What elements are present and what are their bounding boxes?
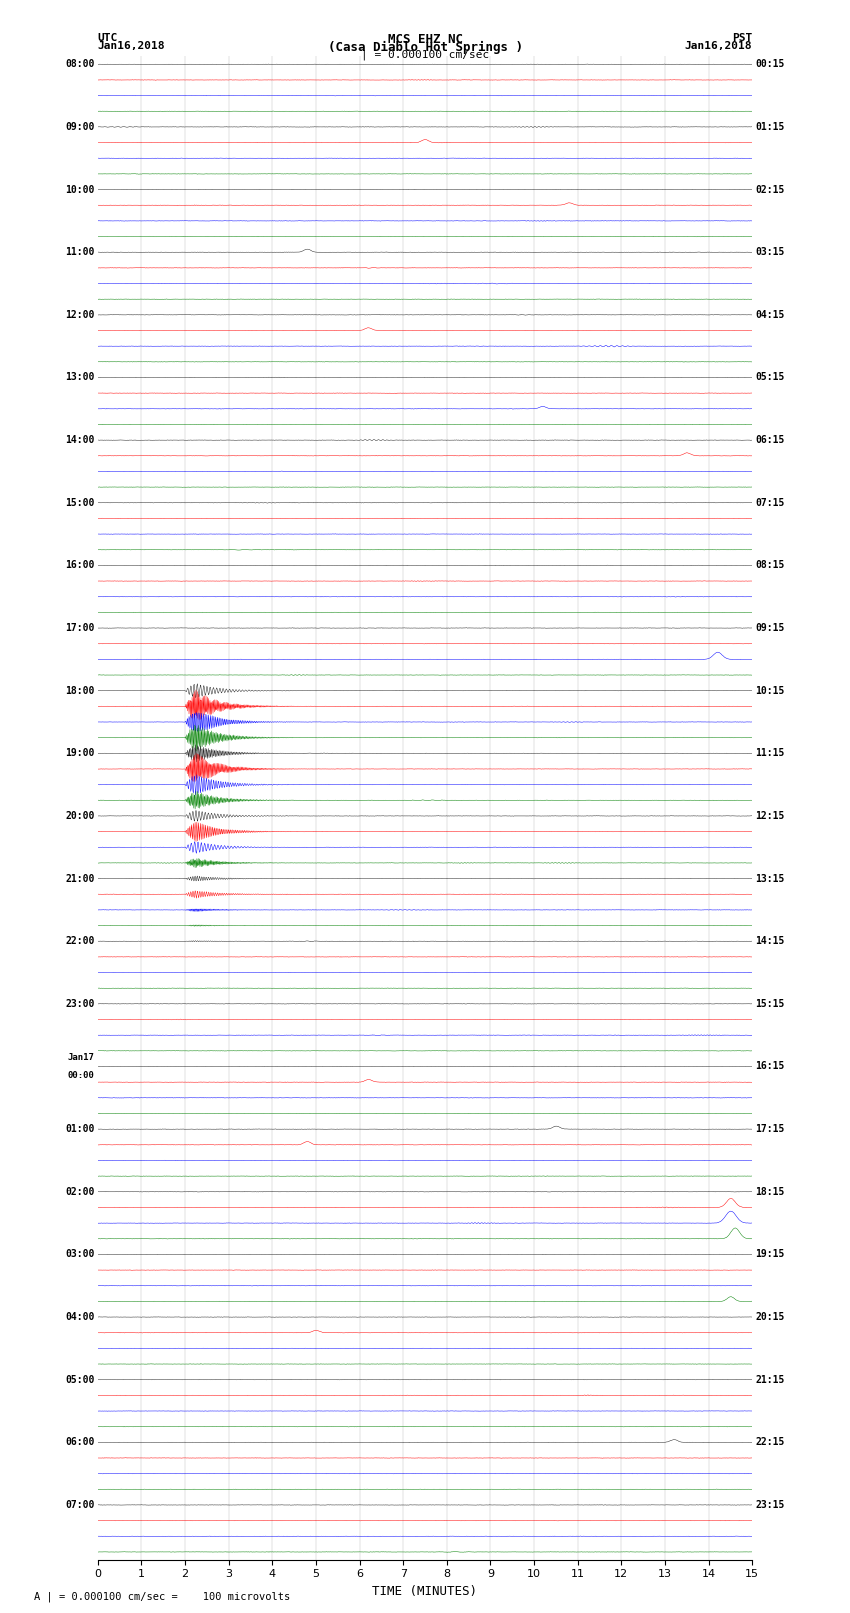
Text: 13:15: 13:15 xyxy=(756,874,785,884)
Text: 15:00: 15:00 xyxy=(65,498,94,508)
Text: 06:15: 06:15 xyxy=(756,436,785,445)
Text: 02:15: 02:15 xyxy=(756,184,785,195)
Text: 03:15: 03:15 xyxy=(756,247,785,256)
Text: 00:00: 00:00 xyxy=(68,1071,94,1081)
Text: (Casa Diablo Hot Springs ): (Casa Diablo Hot Springs ) xyxy=(327,40,523,55)
Text: 16:15: 16:15 xyxy=(756,1061,785,1071)
Text: Jan16,2018: Jan16,2018 xyxy=(685,40,752,52)
Text: 16:00: 16:00 xyxy=(65,560,94,571)
Text: 19:15: 19:15 xyxy=(756,1250,785,1260)
Text: 08:00: 08:00 xyxy=(65,60,94,69)
Text: 12:15: 12:15 xyxy=(756,811,785,821)
Text: 22:15: 22:15 xyxy=(756,1437,785,1447)
Text: A | = 0.000100 cm/sec =    100 microvolts: A | = 0.000100 cm/sec = 100 microvolts xyxy=(34,1590,290,1602)
Text: 17:15: 17:15 xyxy=(756,1124,785,1134)
Text: 21:15: 21:15 xyxy=(756,1374,785,1384)
Text: 18:15: 18:15 xyxy=(756,1187,785,1197)
Text: 17:00: 17:00 xyxy=(65,623,94,632)
Text: | = 0.000100 cm/sec: | = 0.000100 cm/sec xyxy=(361,50,489,60)
Text: 20:00: 20:00 xyxy=(65,811,94,821)
Text: 10:00: 10:00 xyxy=(65,184,94,195)
Text: UTC: UTC xyxy=(98,32,118,44)
Text: MCS EHZ NC: MCS EHZ NC xyxy=(388,32,462,47)
Text: 09:15: 09:15 xyxy=(756,623,785,632)
Text: 13:00: 13:00 xyxy=(65,373,94,382)
Text: 04:00: 04:00 xyxy=(65,1311,94,1323)
Text: 00:15: 00:15 xyxy=(756,60,785,69)
Text: 05:00: 05:00 xyxy=(65,1374,94,1384)
Text: 18:00: 18:00 xyxy=(65,686,94,695)
Text: PST: PST xyxy=(732,32,752,44)
Text: 23:15: 23:15 xyxy=(756,1500,785,1510)
Text: 05:15: 05:15 xyxy=(756,373,785,382)
Text: 22:00: 22:00 xyxy=(65,936,94,947)
Text: 04:15: 04:15 xyxy=(756,310,785,319)
Text: 14:00: 14:00 xyxy=(65,436,94,445)
Text: 19:00: 19:00 xyxy=(65,748,94,758)
Text: 15:15: 15:15 xyxy=(756,998,785,1008)
Text: 06:00: 06:00 xyxy=(65,1437,94,1447)
Text: 12:00: 12:00 xyxy=(65,310,94,319)
Text: 01:00: 01:00 xyxy=(65,1124,94,1134)
Text: 10:15: 10:15 xyxy=(756,686,785,695)
Text: Jan16,2018: Jan16,2018 xyxy=(98,40,165,52)
Text: 08:15: 08:15 xyxy=(756,560,785,571)
Text: 23:00: 23:00 xyxy=(65,998,94,1008)
Text: 14:15: 14:15 xyxy=(756,936,785,947)
Text: 20:15: 20:15 xyxy=(756,1311,785,1323)
X-axis label: TIME (MINUTES): TIME (MINUTES) xyxy=(372,1586,478,1598)
Text: 03:00: 03:00 xyxy=(65,1250,94,1260)
Text: 21:00: 21:00 xyxy=(65,874,94,884)
Text: 02:00: 02:00 xyxy=(65,1187,94,1197)
Text: 09:00: 09:00 xyxy=(65,123,94,132)
Text: 07:00: 07:00 xyxy=(65,1500,94,1510)
Text: 07:15: 07:15 xyxy=(756,498,785,508)
Text: 11:15: 11:15 xyxy=(756,748,785,758)
Text: 01:15: 01:15 xyxy=(756,123,785,132)
Text: Jan17: Jan17 xyxy=(68,1053,94,1061)
Text: 11:00: 11:00 xyxy=(65,247,94,256)
